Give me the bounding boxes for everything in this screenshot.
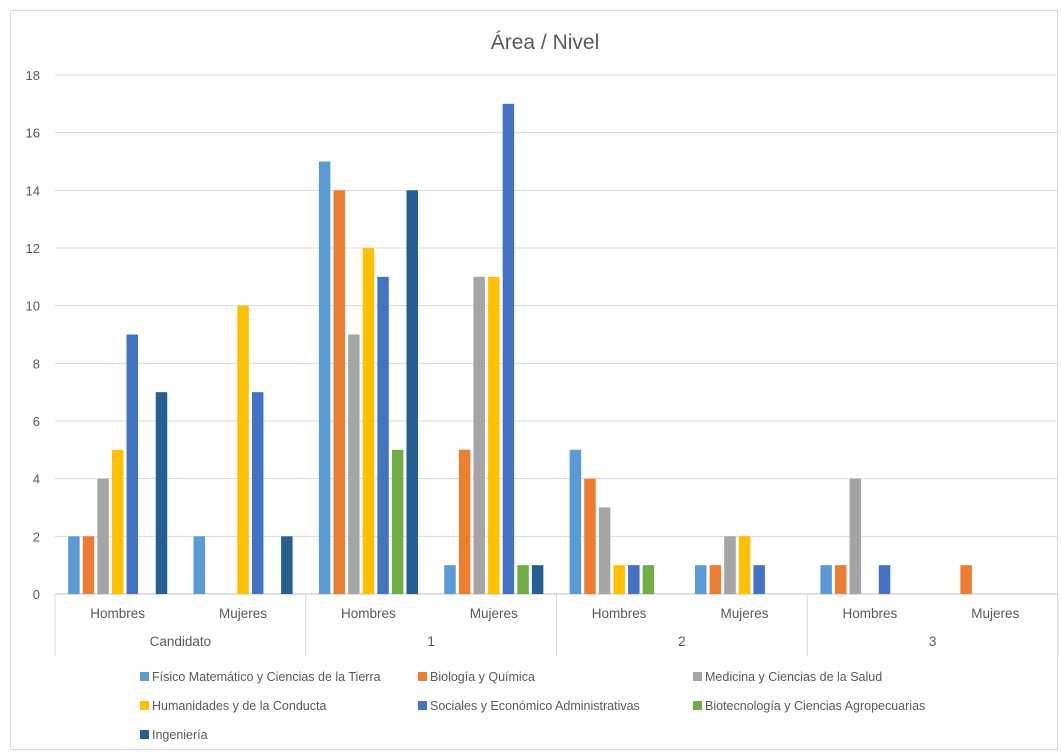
bar bbox=[628, 565, 640, 594]
bar bbox=[820, 565, 832, 594]
x-tick-label: Mujeres bbox=[219, 606, 267, 621]
x-tick-label: Hombres bbox=[341, 606, 396, 621]
bar bbox=[613, 565, 625, 594]
y-tick-label: 14 bbox=[26, 183, 40, 198]
bar bbox=[569, 449, 582, 594]
bar bbox=[458, 449, 471, 594]
legend-label: Medicina y Ciencias de la Salud bbox=[705, 670, 882, 684]
bar bbox=[406, 190, 418, 595]
y-tick-label: 12 bbox=[26, 241, 40, 256]
bar bbox=[318, 161, 331, 594]
x-tick-label: Mujeres bbox=[470, 606, 518, 621]
x-tick-label: Hombres bbox=[843, 606, 898, 621]
y-tick-label: 16 bbox=[26, 126, 40, 141]
bar bbox=[333, 190, 345, 595]
legend-label: Sociales y Económico Administrativas bbox=[430, 699, 640, 713]
bar bbox=[348, 334, 360, 594]
legend-swatch bbox=[140, 672, 149, 681]
bar bbox=[111, 449, 124, 594]
legend-label: Biología y Química bbox=[430, 670, 535, 684]
legend-swatch bbox=[693, 672, 702, 681]
bar bbox=[584, 478, 596, 594]
bar bbox=[126, 334, 139, 594]
bar bbox=[473, 276, 485, 594]
legend-label: Ingeniería bbox=[152, 728, 208, 742]
bar bbox=[738, 536, 751, 594]
x-tick-label: Mujeres bbox=[971, 606, 1019, 621]
y-tick-label: 18 bbox=[26, 68, 40, 83]
bar bbox=[724, 536, 736, 594]
bar bbox=[281, 536, 293, 594]
bar bbox=[444, 565, 456, 594]
group-label: 1 bbox=[427, 634, 435, 649]
bar bbox=[377, 276, 389, 594]
bar bbox=[502, 103, 515, 594]
legend-label: Físico Matemático y Ciencias de la Tierr… bbox=[152, 670, 381, 684]
legend-swatch bbox=[140, 701, 149, 710]
y-tick-label: 6 bbox=[33, 414, 40, 429]
bar bbox=[753, 565, 765, 594]
legend-swatch bbox=[418, 701, 427, 710]
bar bbox=[517, 565, 529, 594]
legend-swatch bbox=[418, 672, 427, 681]
bar bbox=[709, 565, 722, 594]
bar bbox=[155, 392, 168, 594]
group-label: Candidato bbox=[150, 634, 212, 649]
y-tick-label: 4 bbox=[33, 472, 40, 487]
y-tick-label: 2 bbox=[33, 529, 40, 544]
group-label: 3 bbox=[929, 634, 937, 649]
bar bbox=[960, 565, 972, 594]
y-tick-label: 8 bbox=[33, 356, 40, 371]
legend-label: Humanidades y de la Conducta bbox=[152, 699, 326, 713]
y-tick-label: 0 bbox=[33, 587, 40, 602]
bar bbox=[598, 507, 611, 594]
bar bbox=[251, 392, 264, 594]
bar bbox=[391, 449, 404, 594]
bar bbox=[695, 565, 707, 594]
bar bbox=[362, 248, 375, 594]
x-tick-label: Hombres bbox=[592, 606, 647, 621]
chart-frame bbox=[10, 10, 1058, 750]
bar bbox=[531, 565, 544, 594]
bar bbox=[237, 305, 249, 594]
legend-swatch bbox=[140, 730, 149, 739]
legend-label: Biotecnología y Ciencias Agropecuarias bbox=[705, 699, 925, 713]
bar bbox=[834, 565, 847, 594]
y-tick-label: 10 bbox=[26, 299, 40, 314]
bar bbox=[642, 565, 655, 594]
bar bbox=[82, 536, 95, 594]
bar bbox=[97, 478, 109, 594]
x-tick-label: Mujeres bbox=[721, 606, 769, 621]
legend-swatch bbox=[693, 701, 702, 710]
x-tick-label: Hombres bbox=[90, 606, 145, 621]
bar bbox=[849, 478, 862, 594]
bar bbox=[68, 536, 80, 594]
bar bbox=[193, 536, 206, 594]
bar bbox=[488, 276, 500, 594]
bar bbox=[878, 565, 891, 594]
chart-title: Área / Nivel bbox=[491, 31, 600, 54]
group-label: 2 bbox=[678, 634, 686, 649]
